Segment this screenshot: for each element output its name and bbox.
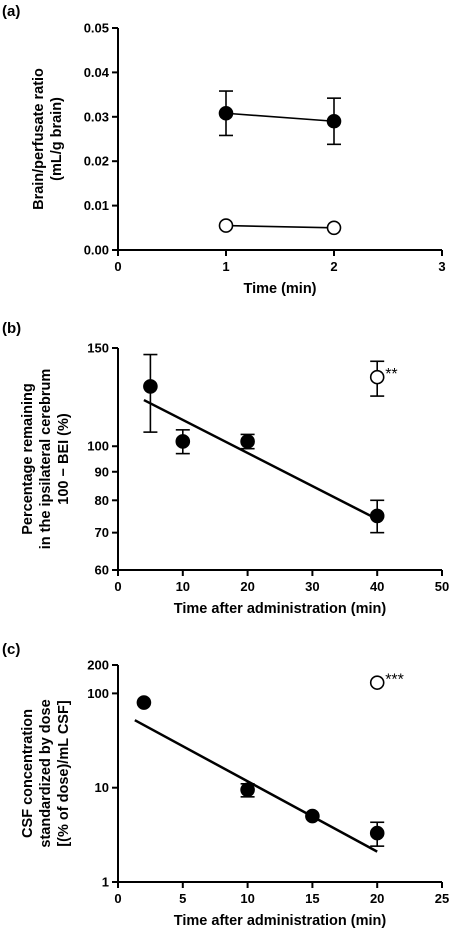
filled-point: [369, 508, 385, 524]
significance-annotation: **: [385, 366, 397, 383]
y-tick-label: 80: [95, 493, 109, 508]
x-tick-label: 20: [370, 891, 384, 906]
x-tick-label: 15: [305, 891, 319, 906]
x-tick-label: 2: [330, 259, 337, 274]
fit-line: [134, 719, 378, 853]
significance-annotation: ***: [385, 672, 404, 689]
fit-line: [143, 398, 378, 521]
open-point: [326, 220, 342, 236]
filled-point: [305, 808, 320, 824]
y-tick-label: 0.01: [84, 198, 109, 213]
open-point: [369, 369, 385, 385]
x-tick-label: 30: [305, 579, 319, 594]
x-tick-label: 0: [114, 891, 121, 906]
open-point: [369, 675, 385, 690]
y-tick-label: 100: [87, 686, 109, 701]
y-axis-label: Percentage remaining: [20, 383, 36, 535]
x-tick-label: 40: [370, 579, 384, 594]
x-tick-label: 50: [435, 579, 449, 594]
y-tick-label: 100: [87, 439, 109, 454]
x-tick-label: 10: [240, 891, 254, 906]
filled-point: [136, 695, 152, 710]
open-point: [218, 218, 234, 233]
y-axis-label: CSF concentration: [20, 709, 36, 838]
y-tick-label: 200: [87, 658, 109, 673]
filled-point: [143, 379, 158, 394]
y-tick-label: 60: [95, 563, 109, 578]
filled-point: [326, 113, 342, 129]
panel-label: (c): [2, 641, 20, 658]
y-tick-label: 70: [95, 525, 109, 540]
y-tick-label: 0.03: [84, 109, 109, 124]
y-tick-label: 90: [95, 464, 109, 479]
y-axis-label: in the ipsilateral cerebrum: [38, 369, 54, 550]
x-axis-label: Time after administration (min): [174, 913, 387, 929]
x-tick-label: 5: [179, 891, 186, 906]
y-axis-label: [(% of dose)/mL CSF]: [56, 700, 72, 847]
y-tick-label: 0.04: [84, 65, 110, 80]
y-tick-label: 0.05: [84, 21, 109, 36]
x-tick-label: 25: [435, 891, 449, 906]
x-tick-label: 20: [240, 579, 254, 594]
x-tick-label: 0: [114, 259, 121, 274]
series-line: [225, 112, 335, 123]
x-axis-label: Time (min): [243, 281, 316, 297]
y-tick-label: 10: [95, 780, 109, 795]
y-tick-label: 150: [87, 341, 109, 356]
filled-point: [240, 782, 255, 798]
x-tick-label: 0: [114, 579, 121, 594]
panel-label: (a): [2, 3, 20, 20]
filled-point: [175, 434, 191, 449]
x-tick-label: 10: [176, 579, 190, 594]
y-tick-label: 0.02: [84, 154, 109, 169]
y-axis-label: 100 − BEI (%): [56, 413, 72, 505]
series-line: [225, 224, 335, 229]
x-axis-label: Time after administration (min): [174, 601, 387, 617]
y-axis-label: (mL/g brain): [49, 97, 65, 181]
y-axis-label: Brain/perfusate ratio: [31, 68, 47, 210]
x-tick-label: 1: [222, 259, 229, 274]
panel-label: (b): [2, 320, 21, 337]
x-tick-label: 3: [438, 259, 445, 274]
y-axis-label: standardized by dose: [38, 699, 54, 847]
y-tick-label: 1: [102, 875, 109, 890]
filled-point: [240, 434, 255, 449]
filled-point: [218, 105, 234, 121]
y-tick-label: 0.00: [84, 243, 109, 258]
filled-point: [369, 825, 385, 841]
